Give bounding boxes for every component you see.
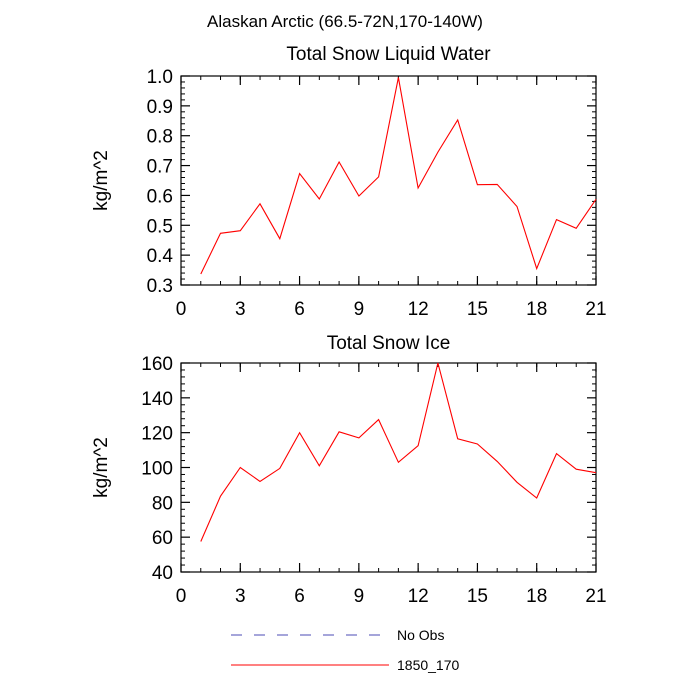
y-tick-label: 160	[141, 354, 173, 375]
x-tick-label: 12	[408, 299, 429, 320]
x-tick-label: 12	[408, 586, 429, 607]
x-tick-label: 15	[467, 586, 488, 607]
chart-title: Total Snow Liquid Water	[286, 44, 491, 65]
x-tick-label: 0	[176, 586, 187, 607]
y-tick-label: 0.3	[147, 276, 173, 297]
series-line-1850_170	[200, 77, 597, 275]
x-tick-label: 18	[526, 299, 547, 320]
y-tick-label: 40	[152, 563, 173, 584]
x-tick-label: 6	[294, 299, 305, 320]
y-tick-label: 0.5	[147, 216, 173, 237]
y-tick-label: 1.0	[147, 67, 173, 88]
y-tick-label: 0.4	[147, 246, 174, 267]
y-tick-label: 140	[141, 389, 173, 410]
figure-title: Alaskan Arctic (66.5-72N,170-140W)	[207, 12, 483, 31]
chart-panel-2: Total Snow Ice 0 3 6 9 12 15 18 21 40 60 80 100 120 14…	[91, 333, 607, 607]
y-tick-label: 80	[152, 493, 173, 514]
x-tick-label: 9	[354, 586, 365, 607]
x-tick-label: 21	[585, 586, 606, 607]
x-tick-label: 0	[176, 299, 187, 320]
series-line-1850_170	[200, 362, 597, 542]
chart-title: Total Snow Ice	[327, 333, 451, 354]
chart-panel-1: Total Snow Liquid Water 0 3 6 9 12 15 18 21 0.3 0.…	[91, 44, 607, 320]
x-tick-label: 9	[354, 299, 365, 320]
y-tick-label: 60	[152, 528, 173, 549]
y-tick-label: 0.9	[147, 97, 173, 118]
y-axis-label: kg/m^2	[91, 437, 112, 498]
plot-frame	[180, 75, 597, 286]
x-tick-label: 3	[235, 299, 246, 320]
legend-label-1: No Obs	[397, 627, 444, 643]
y-tick-label: 0.6	[147, 186, 173, 207]
y-tick-label: 100	[141, 459, 173, 480]
x-tick-label: 21	[585, 299, 606, 320]
y-tick-label: 120	[141, 424, 173, 445]
y-tick-label: 0.7	[147, 157, 173, 178]
x-tick-label: 15	[467, 299, 488, 320]
x-tick-label: 3	[235, 586, 246, 607]
y-axis-label: kg/m^2	[91, 150, 112, 211]
plot-frame	[180, 362, 597, 573]
y-tick-label: 0.8	[147, 127, 173, 148]
x-tick-label: 6	[294, 586, 305, 607]
x-tick-label: 18	[526, 586, 547, 607]
legend: No Obs 1850_170	[231, 627, 460, 673]
legend-label-2: 1850_170	[397, 657, 460, 673]
